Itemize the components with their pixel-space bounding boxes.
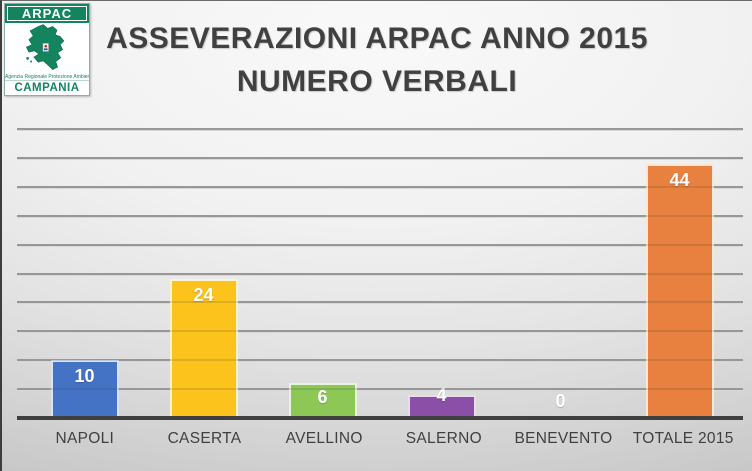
chart-title-line1: ASSEVERAZIONI ARPAC ANNO 2015 (106, 22, 648, 55)
bar-value-salerno: 4 (436, 385, 447, 405)
gridline (17, 272, 743, 276)
gridline-overlay (17, 330, 743, 333)
gridline-overlay (17, 272, 743, 275)
bar-value-benevento: 0 (555, 391, 566, 411)
gridline-overlay (17, 243, 743, 246)
bar-column-totale-2015: 44 (620, 129, 739, 418)
bar-totale-2015[interactable] (645, 164, 714, 418)
x-axis-label-napoli: NAPOLI (55, 430, 115, 447)
x-axis-label-avellino: AVELLINO (285, 430, 363, 447)
bar-column-napoli: 10 (25, 129, 144, 418)
bar-value-caserta: 24 (193, 285, 214, 305)
gridline-overlay (17, 214, 743, 217)
campania-map-icon (5, 23, 89, 74)
gridline (17, 330, 743, 334)
gridline (17, 156, 743, 160)
gridline (17, 359, 743, 363)
bar-column-benevento: 0 (501, 129, 620, 418)
arpac-logo-subtitle: Agenzia Regionale Protezione Ambientale (5, 74, 89, 80)
bar-value-avellino: 6 (317, 387, 328, 407)
chart-title: ASSEVERAZIONI ARPAC ANNO 2015 NUMERO VER… (2, 17, 752, 103)
bar-caserta[interactable] (169, 279, 238, 418)
arpac-logo-region: CAMPANIA (5, 80, 89, 95)
x-axis-labels: NAPOLI CASERTA AVELLINO SALERNO BENEVENTO TOT… (25, 430, 743, 448)
bar-avellino[interactable] (288, 383, 357, 418)
gridline (17, 243, 743, 247)
gridline (17, 301, 743, 305)
bars-container: 10 24 6 4 0 44 (25, 129, 739, 418)
gridline (17, 214, 743, 218)
x-axis-label-salerno: SALERNO (405, 430, 482, 447)
bar-column-salerno: 4 (382, 129, 501, 418)
bar-napoli[interactable] (50, 360, 119, 418)
x-axis-line (17, 416, 743, 420)
bar-column-avellino: 6 (263, 129, 382, 418)
x-axis-label-totale-2015: TOTALE 2015 (632, 430, 734, 447)
gridline-overlay (17, 185, 743, 188)
gridline (17, 388, 743, 392)
x-axis-label-benevento: BENEVENTO (514, 430, 613, 447)
gridline-overlay (17, 359, 743, 362)
gridline-overlay (17, 156, 743, 159)
x-axis-label-caserta: CASERTA (167, 430, 242, 447)
arpac-logo-title: ARPAC (5, 4, 89, 23)
gridline-overlay (17, 128, 743, 130)
bar-value-totale-2015: 44 (669, 170, 690, 190)
bar-value-napoli: 10 (74, 366, 95, 386)
arpac-logo: ARPAC Agenzia Regionale Protezione Ambie… (4, 3, 90, 96)
gridline (17, 128, 743, 131)
chart-title-line2: NUMERO VERBALI (236, 65, 518, 98)
bar-chart-plot-area: 10 24 6 4 0 44 (17, 128, 743, 420)
gridline-overlay (17, 388, 743, 391)
bar-column-caserta: 24 (144, 129, 263, 418)
gridline (17, 185, 743, 189)
bar-salerno[interactable] (407, 395, 476, 418)
gridline-overlay (17, 301, 743, 304)
